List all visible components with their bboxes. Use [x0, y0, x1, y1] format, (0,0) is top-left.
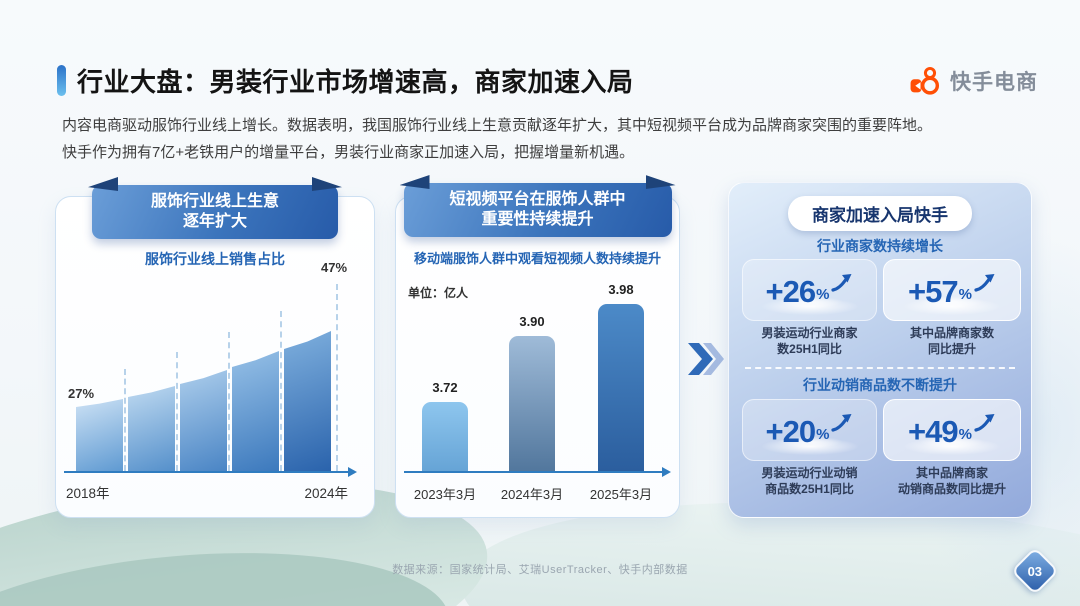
stat-card-merchants: +26 %: [742, 259, 877, 321]
stat-value: +26: [765, 274, 817, 309]
end-value-label: 47%: [320, 260, 348, 275]
stat-caption: 其中品牌商家数 同比提升: [883, 325, 1021, 357]
intro-line-1: 内容电商驱动服饰行业线上增长。数据表明，我国服饰行业线上生意贡献逐年扩大，其中短…: [62, 117, 933, 134]
bar-value-label: 3.98: [608, 282, 634, 297]
ribbon-left-line1: 服饰行业线上生意: [150, 193, 279, 210]
ribbon-middle-header: 短视频平台在服饰人群中 重要性持续提升: [403, 183, 672, 237]
intro-paragraph: 内容电商驱动服饰行业线上增长。数据表明，我国服饰行业线上生意贡献逐年扩大，其中短…: [62, 112, 932, 166]
stat-value: +57: [908, 274, 959, 309]
stat-card-brand-products: +49 %: [883, 399, 1021, 461]
title-accent-bar: [57, 65, 66, 96]
caption-line2: 动销商品数同比提升: [897, 482, 1006, 496]
stat-unit: %: [816, 426, 830, 443]
stat-value: +20: [765, 414, 817, 449]
stat-value: +49: [908, 414, 959, 449]
left-chart-title: 服饰行业线上销售占比: [145, 251, 285, 267]
wedge-segment: [284, 331, 331, 471]
stat-card-brand-merchants: +57 %: [883, 259, 1021, 321]
caption-line1: 男装运动行业动销: [761, 466, 858, 480]
stat-unit: %: [958, 426, 972, 443]
section1-title: 行业商家数持续增长: [817, 238, 943, 254]
stat-unit: %: [816, 286, 830, 303]
wedge-segment: [232, 351, 279, 471]
bar: [422, 402, 468, 471]
arrow-up-right-icon: [831, 274, 852, 292]
arrow-up-right-icon: [974, 274, 995, 292]
bar: [598, 304, 644, 471]
bar-value-label: 3.72: [432, 380, 458, 395]
stat-figure: +26 %: [766, 273, 854, 307]
panel-apparel-online-share: 服饰行业线上生意 逐年扩大 服饰行业线上销售占比 47% 27% 2018年 2…: [55, 185, 375, 518]
stat-unit: %: [958, 286, 972, 303]
dashed-divider: [745, 367, 1015, 369]
caption-line1: 男装运动行业商家: [761, 326, 858, 340]
data-source-note: 数据来源：国家统计局、艾瑞UserTracker、快手内部数据: [392, 564, 688, 576]
bar-x-label: 2024年3月: [500, 487, 564, 502]
bar-x-label: 2023年3月: [413, 487, 477, 502]
left-x-start: 2018年: [66, 486, 110, 501]
stat-caption: 男装运动行业动销 商品数25H1同比: [742, 465, 877, 497]
wedge-segment: [76, 399, 123, 471]
dashed-guide-line: [228, 332, 230, 471]
arrow-up-right-icon: [974, 414, 995, 432]
ribbon-middle-line1: 短视频平台在服饰人群中: [449, 191, 626, 208]
left-x-end: 2024年: [304, 486, 348, 501]
start-value-label: 27%: [68, 386, 95, 401]
stat-caption: 其中品牌商家 动销商品数同比提升: [883, 465, 1021, 497]
panel-short-video-users: 短视频平台在服饰人群中 重要性持续提升 移动端服饰人群中观看短视频人数持续提升 …: [395, 183, 680, 518]
caption-line1: 其中品牌商家数: [909, 326, 994, 340]
unit-label: 单位：亿人: [408, 286, 469, 300]
wedge-segment: [180, 370, 227, 471]
wedge-segment: [128, 386, 175, 471]
header: 行业大盘：男装行业市场增速高，商家加速入局: [57, 62, 634, 99]
dashed-guide-line: [124, 369, 126, 471]
kuaishou-logo-icon: [910, 66, 940, 95]
right-panel-header: 商家加速入局快手: [788, 196, 972, 231]
caption-line1: 其中品牌商家: [915, 466, 988, 480]
ribbon-left-line2: 逐年扩大: [182, 213, 247, 230]
page-number: 03: [1027, 563, 1043, 579]
dashed-guide-line: [176, 352, 178, 471]
intro-line-2: 快手作为拥有7亿+老铁用户的增量平台，男装行业商家正加速入局，把握增量新机遇。: [62, 144, 635, 161]
caption-line2: 数25H1同比: [777, 342, 842, 356]
section2-title: 行业动销商品数不断提升: [803, 377, 957, 393]
arrow-up-right-icon: [831, 414, 852, 432]
double-chevron-right-icon: [686, 338, 726, 385]
stat-figure: +49 %: [908, 413, 996, 447]
brand-logo: 快手电商: [910, 66, 1038, 96]
middle-chart-title: 移动端服饰人群中观看短视频人数持续提升: [413, 251, 661, 266]
bar: [509, 336, 555, 471]
stat-card-active-products: +20 %: [742, 399, 877, 461]
stat-figure: +20 %: [766, 413, 854, 447]
caption-line2: 商品数25H1同比: [765, 482, 854, 496]
dashed-guide-line: [280, 311, 282, 471]
left-x-axis: [64, 467, 357, 476]
stat-figure: +57 %: [908, 273, 996, 307]
dashed-guide-line: [336, 284, 338, 471]
bar-x-label: 2025年3月: [589, 487, 653, 502]
middle-x-axis: [404, 467, 671, 476]
page-title: 行业大盘：男装行业市场增速高，商家加速入局: [77, 67, 634, 97]
ribbon-left-header: 服饰行业线上生意 逐年扩大: [92, 185, 338, 239]
brand-logo-text: 快手电商: [950, 71, 1038, 94]
bar-value-label: 3.90: [519, 314, 545, 329]
stat-caption: 男装运动行业商家 数25H1同比: [742, 325, 877, 357]
caption-line2: 同比提升: [927, 342, 976, 356]
ribbon-middle-line2: 重要性持续提升: [481, 211, 594, 228]
panel-kuaishou-merchants: 商家加速入局快手 行业商家数持续增长 +26 % +57 %: [728, 182, 1032, 518]
